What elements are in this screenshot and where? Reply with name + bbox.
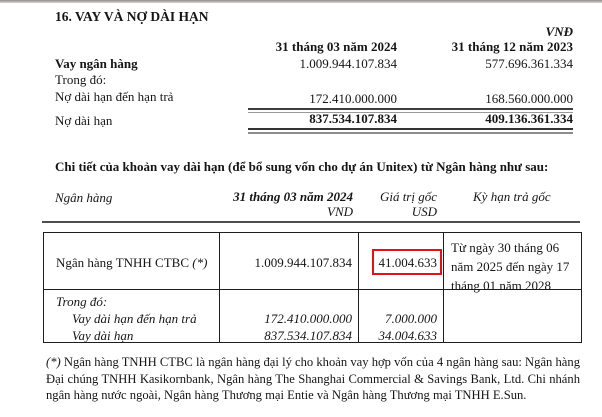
detail-intro: Chi tiết của khoản vay dài hạn (để bổ su… [55, 159, 549, 174]
detail-header-rule [42, 221, 580, 223]
highlight-red-box [372, 249, 442, 275]
summary-row-value-2024: 1.009.944.107.834 [299, 56, 398, 71]
detail-bank-name: Ngân hàng TNHH CTBC (*) [56, 255, 207, 271]
detail-table: Ngân hàng TNHH CTBC (*) 1.009.944.107.83… [43, 232, 582, 343]
detail-header-principal: Giá trị gốc [379, 189, 437, 204]
currency-label: VNĐ [545, 24, 573, 39]
scan-edge-band [0, 0, 602, 3]
summary-subtotal-rule [248, 108, 573, 113]
bank-footnote-ref: (*) [192, 255, 208, 270]
breakdown-row-label: Vay dài hạn đến hạn trả [72, 311, 197, 326]
detail-table-divider [219, 233, 220, 342]
breakdown-row-usd: 7.000.000 [385, 311, 437, 326]
detail-table-divider [442, 233, 444, 342]
summary-row-label: Nợ dài hạn đến hạn trả [55, 89, 174, 104]
footnote: (*) Ngân hàng TNHH CTBC là ngân hàng đại… [46, 354, 580, 404]
bank-name-text: Ngân hàng TNHH CTBC [56, 255, 193, 270]
detail-header-term: Kỳ hạn trả gốc [473, 189, 551, 204]
section-title: 16. VAY VÀ NỢ DÀI HẠN [55, 9, 209, 24]
summary-row-value-2023: 168.560.000.000 [485, 91, 573, 106]
breakdown-row-usd: 34.004.633 [378, 328, 438, 343]
breakdown-row-vnd: 837.534.107.834 [264, 328, 352, 343]
detail-header-principal-unit: USD [411, 204, 437, 219]
detail-bank-usd: 41.004.633 [378, 255, 438, 270]
breakdown-row-vnd: 172.410.000.000 [264, 311, 352, 326]
summary-row-value-2024: 172.410.000.000 [309, 91, 397, 106]
detail-header-bank: Ngân hàng [55, 190, 113, 205]
detail-header-period-unit: VND [327, 204, 353, 219]
summary-row-value-2023: 577.696.361.334 [485, 56, 573, 71]
detail-table-row-divider [44, 288, 581, 290]
breakdown-row-label: Vay dài hạn [72, 328, 134, 343]
detail-table-divider [357, 233, 359, 342]
summary-total-2024: 837.534.107.834 [309, 111, 397, 126]
summary-row-label: Trong đó: [55, 72, 107, 87]
summary-col-2023-header: 31 tháng 12 năm 2023 [451, 39, 573, 54]
footnote-marker: (*) [46, 355, 61, 369]
breakdown-label: Trong đó: [56, 294, 108, 309]
detail-bank-term: Từ ngày 30 tháng 06 năm 2025 đến ngày 17… [451, 240, 570, 293]
footnote-text: Ngân hàng TNHH CTBC là ngân hàng đại lý … [46, 355, 580, 402]
summary-total-2023: 409.136.361.334 [485, 111, 573, 126]
summary-row-label: Nợ dài hạn [55, 113, 113, 128]
summary-col-2024-header: 31 tháng 03 năm 2024 [275, 39, 397, 54]
detail-bank-vnd: 1.009.944.107.834 [254, 255, 353, 270]
summary-total-rule [248, 128, 573, 134]
detail-header-period: 31 tháng 03 năm 2024 [233, 189, 353, 204]
summary-row-label: Vay ngân hàng [55, 56, 138, 71]
